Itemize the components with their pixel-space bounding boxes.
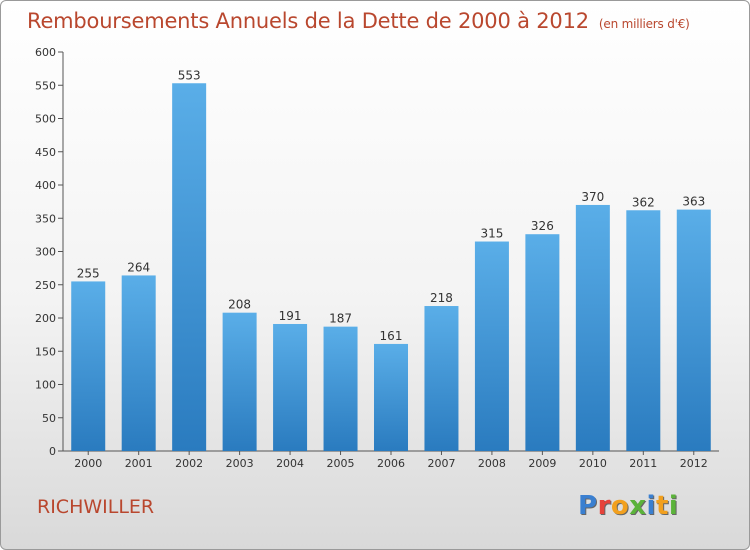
bar — [525, 234, 560, 451]
x-tick-label: 2012 — [680, 457, 708, 470]
data-label: 187 — [329, 312, 352, 326]
logo-letter: i — [668, 491, 679, 521]
x-tick-label: 2011 — [629, 457, 657, 470]
x-tick-label: 2010 — [579, 457, 607, 470]
chart-unit-note: (en milliers d'€) — [598, 17, 690, 31]
logo-letter: P — [578, 491, 598, 521]
bar — [273, 323, 308, 451]
y-tick-label: 50 — [42, 412, 56, 425]
logo-letter: r — [597, 491, 611, 521]
y-tick-label: 450 — [35, 146, 56, 159]
bar — [172, 83, 207, 451]
bar — [575, 204, 610, 451]
bar — [676, 209, 711, 451]
data-label: 191 — [279, 309, 302, 323]
y-tick-label: 300 — [35, 246, 56, 259]
logo-letter: x — [629, 491, 647, 521]
data-label: 553 — [178, 68, 201, 82]
y-tick-label: 550 — [35, 79, 56, 92]
chart-title: Remboursements Annuels de la Dette de 20… — [27, 9, 690, 33]
data-label: 161 — [380, 329, 403, 343]
bar — [424, 306, 459, 451]
bar — [121, 275, 156, 451]
data-label: 315 — [480, 227, 503, 241]
x-tick-label: 2003 — [226, 457, 254, 470]
y-tick-label: 250 — [35, 279, 56, 292]
y-tick-label: 500 — [35, 113, 56, 126]
x-tick-label: 2004 — [276, 457, 304, 470]
bar — [374, 343, 408, 451]
logo-letter: o — [610, 491, 630, 521]
data-label: 362 — [632, 195, 655, 209]
data-label: 208 — [228, 298, 251, 312]
y-tick-label: 350 — [35, 212, 56, 225]
y-tick-label: 400 — [35, 179, 56, 192]
commune-name: RICHWILLER — [37, 496, 155, 518]
logo-letter: i — [646, 491, 656, 521]
bar — [474, 241, 509, 451]
logo-letter: t — [655, 491, 669, 521]
y-tick-label: 150 — [35, 345, 56, 358]
data-label: 370 — [581, 190, 604, 204]
y-tick-label: 200 — [35, 312, 56, 325]
x-tick-label: 2001 — [125, 457, 153, 470]
x-tick-label: 2002 — [175, 457, 203, 470]
bar — [323, 326, 358, 451]
x-tick-label: 2005 — [327, 457, 355, 470]
x-tick-label: 2006 — [377, 457, 405, 470]
data-label: 255 — [77, 266, 100, 280]
bar — [626, 210, 661, 451]
chart-title-text: Remboursements Annuels de la Dette de 20… — [27, 9, 589, 33]
x-tick-label: 2007 — [427, 457, 455, 470]
bar — [222, 312, 257, 451]
y-tick-label: 600 — [35, 46, 56, 59]
bar — [71, 281, 106, 451]
data-label: 363 — [682, 195, 705, 209]
proxiti-logo: Proxiti — [578, 491, 678, 521]
data-label: 218 — [430, 291, 453, 305]
y-tick-label: 0 — [49, 445, 56, 458]
y-tick-label: 100 — [35, 379, 56, 392]
x-tick-label: 2008 — [478, 457, 506, 470]
data-label: 326 — [531, 219, 554, 233]
x-tick-label: 2009 — [528, 457, 556, 470]
data-label: 264 — [127, 260, 150, 274]
x-tick-label: 2000 — [74, 457, 102, 470]
